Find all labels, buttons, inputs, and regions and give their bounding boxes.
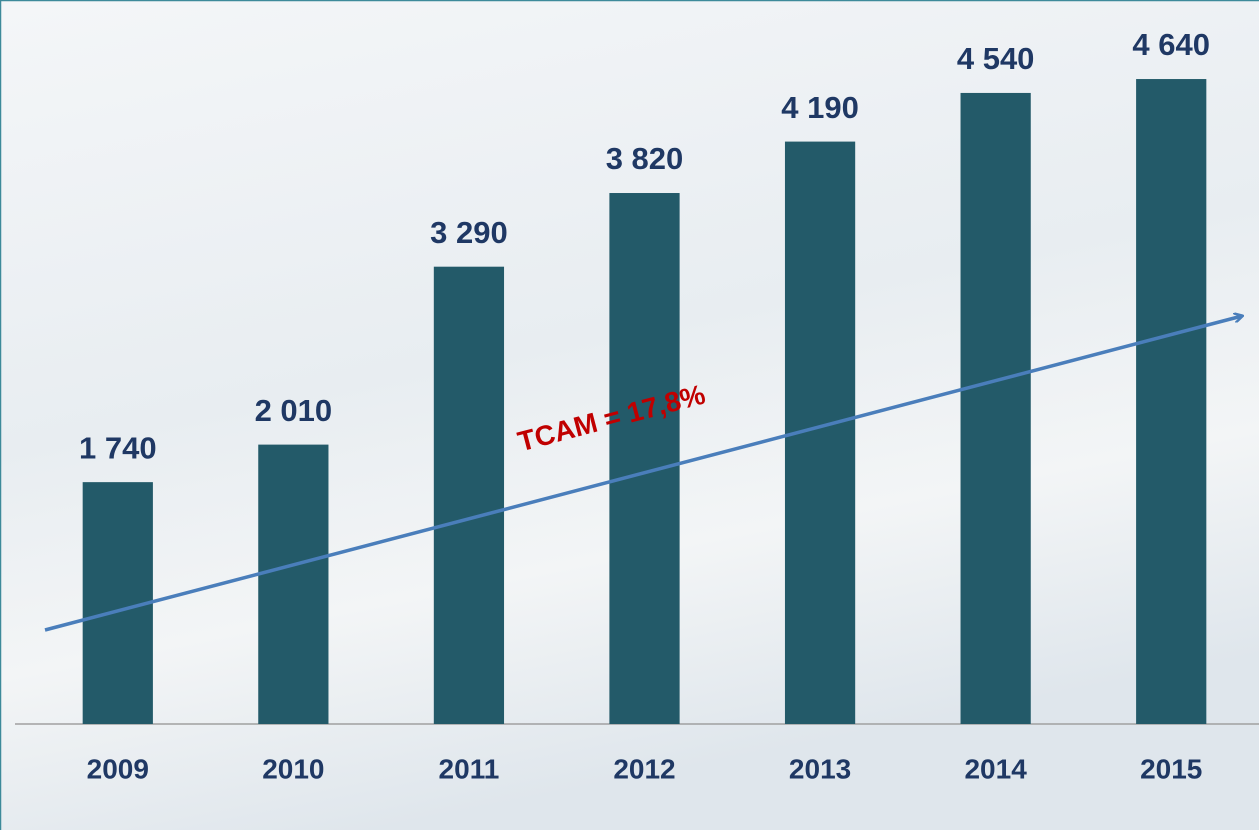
x-tick-label: 2011: [439, 753, 500, 784]
value-label: 4 540: [957, 41, 1035, 76]
x-tick-label: 2013: [789, 753, 851, 784]
trend-arrow: [44, 316, 1242, 632]
bar: [609, 193, 680, 724]
x-tick-label: 2010: [262, 753, 324, 784]
value-label: 2 010: [255, 393, 333, 428]
value-label: 4 190: [781, 90, 859, 125]
value-label: 3 290: [430, 215, 508, 250]
value-label: 4 640: [1132, 27, 1210, 62]
value-label: 1 740: [79, 430, 157, 465]
bar: [433, 266, 505, 724]
x-tick-label: 2014: [964, 753, 1027, 784]
value-label: 3 820: [606, 141, 684, 176]
bar: [1136, 79, 1207, 725]
x-tick-label: 2015: [1140, 753, 1202, 784]
x-tick-label: 2012: [613, 753, 675, 784]
bar: [960, 92, 1031, 724]
bar: [258, 444, 329, 724]
x-tick-label: 2009: [87, 753, 149, 784]
bars: [82, 79, 1207, 725]
